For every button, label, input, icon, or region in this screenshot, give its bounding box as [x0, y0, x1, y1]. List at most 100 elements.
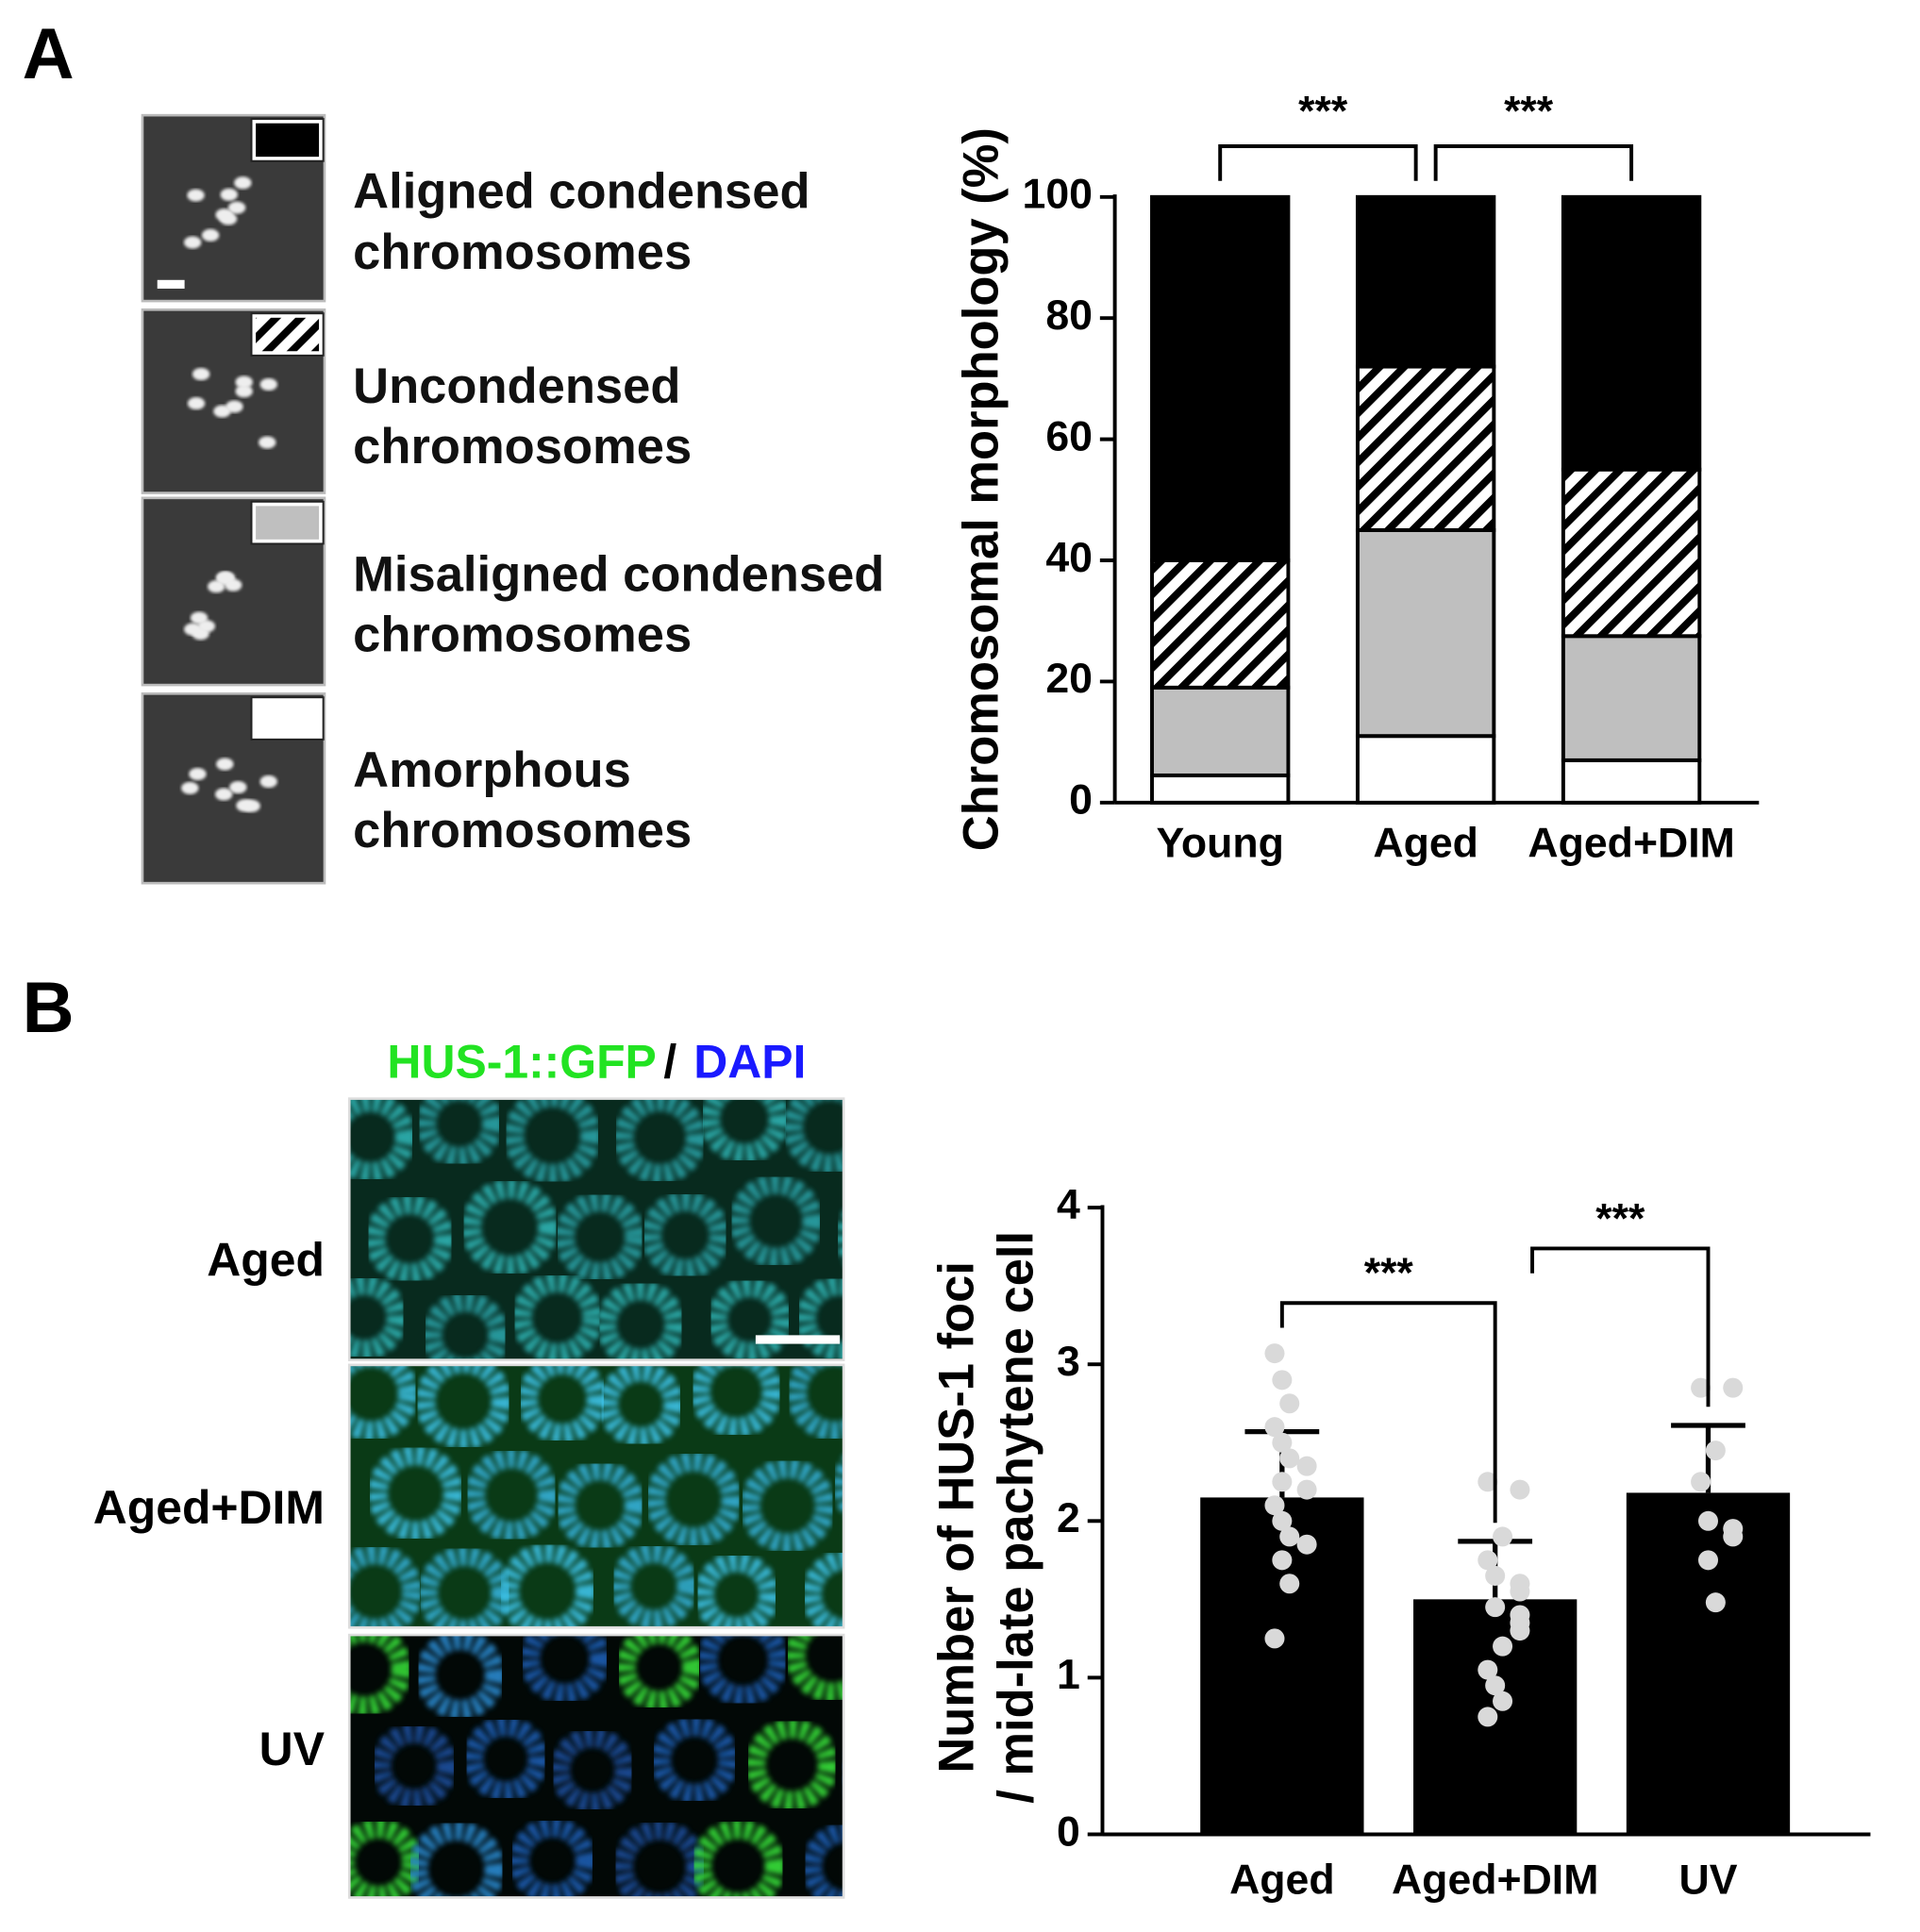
nucleus [729, 1174, 823, 1268]
y-axis-label: / mid-late pachytene cell [988, 1231, 1043, 1804]
nucleus [499, 1542, 596, 1628]
bar-segment [1561, 758, 1702, 805]
legend-swatch-border [250, 696, 325, 741]
data-point [1478, 1707, 1498, 1727]
image-label: Aged [207, 1233, 325, 1286]
y-tick-label: 1 [1057, 1652, 1080, 1698]
significance-bracket [1530, 1246, 1711, 1407]
chromosome [236, 799, 254, 812]
nucleus [785, 1635, 844, 1703]
nucleus [416, 1098, 503, 1167]
nucleus [832, 1456, 844, 1516]
nucleus [650, 1716, 739, 1804]
data-point [1485, 1675, 1506, 1696]
data-point [1264, 1343, 1285, 1364]
bar-segment [1561, 634, 1702, 762]
y-tick-label: 80 [1045, 292, 1093, 339]
nucleus [596, 1280, 685, 1360]
data-point [1485, 1565, 1506, 1586]
y-axis-label: Number of HUS-1 foci [928, 1261, 984, 1774]
nucleus [415, 1635, 505, 1720]
bar-segment [1150, 558, 1291, 690]
bar [1200, 1497, 1364, 1835]
chromosome [192, 367, 210, 381]
nucleus [461, 1178, 559, 1276]
legend-swatch-border [250, 118, 325, 162]
scale-bar [157, 279, 185, 289]
nucleus [367, 1445, 464, 1541]
y-tick-label: 3 [1057, 1339, 1080, 1385]
image-label: UV [259, 1723, 325, 1775]
y-tick-label: 40 [1045, 535, 1093, 581]
data-point [1493, 1690, 1513, 1711]
data-point [1691, 1377, 1711, 1398]
significance-bracket [1218, 144, 1418, 181]
chromosome [208, 580, 225, 593]
nucleus [349, 1098, 415, 1182]
micrograph [349, 1635, 844, 1898]
data-point [1264, 1417, 1285, 1438]
data-point [1272, 1550, 1293, 1571]
significance-bracket [1433, 144, 1634, 181]
bar-segment [1150, 194, 1291, 562]
chromosome [235, 375, 253, 389]
nucleus [415, 1364, 511, 1450]
x-tick-label: Aged+DIM [1392, 1857, 1598, 1903]
bar-segment [1355, 527, 1496, 739]
micrograph [349, 1364, 844, 1628]
chromosome [235, 385, 253, 398]
image-label: Aged+DIM [93, 1481, 325, 1534]
chromosome [215, 788, 233, 801]
nucleus [783, 1098, 844, 1174]
data-point [1279, 1574, 1300, 1594]
chromosome [229, 780, 247, 794]
nucleus [700, 1098, 790, 1164]
bar-segment [1355, 364, 1496, 532]
bar-segment [1150, 685, 1291, 777]
nucleus [598, 1364, 684, 1447]
chromosome [187, 189, 205, 202]
chromosome [184, 623, 202, 636]
legend-swatch [252, 313, 324, 356]
chromosome [197, 620, 216, 633]
nucleus [504, 1098, 601, 1184]
chromosome [220, 188, 238, 201]
panel-label: B [23, 968, 75, 1048]
nucleus [511, 1273, 603, 1360]
nucleus [615, 1635, 703, 1711]
legend-label: Misaligned condensed chromosomes [353, 547, 885, 663]
chromosome [259, 436, 276, 449]
legend-swatch-border [250, 312, 325, 357]
chromosome [183, 236, 202, 249]
data-point [1510, 1479, 1530, 1500]
significance-bracket [1279, 1301, 1497, 1524]
stain-title: / [663, 1035, 676, 1088]
nucleus [422, 1291, 509, 1360]
chromosome [201, 228, 220, 242]
micrograph [141, 308, 326, 494]
nucleus [690, 1364, 782, 1438]
nucleus [555, 1191, 645, 1282]
data-point [1264, 1495, 1285, 1516]
y-tick-label: 2 [1057, 1495, 1080, 1541]
x-tick-label: Aged+DIM [1528, 821, 1734, 867]
nucleus [465, 1448, 559, 1541]
legend-entry: Misaligned condensed chromosomes [353, 547, 885, 663]
data-point [1697, 1510, 1718, 1531]
data-point [1723, 1526, 1744, 1547]
bar-segment [1150, 773, 1291, 805]
nucleus [463, 1716, 548, 1802]
nucleus [408, 1821, 505, 1898]
y-tick-label: 0 [1057, 1808, 1080, 1855]
chromosome [187, 397, 206, 410]
nucleus [520, 1635, 609, 1704]
micrograph [141, 496, 326, 687]
chromosome [259, 377, 277, 391]
data-point [1272, 1432, 1293, 1453]
bar-segment [1355, 194, 1496, 369]
data-point [1705, 1441, 1726, 1461]
data-point [1697, 1550, 1718, 1571]
nucleus [740, 1458, 835, 1554]
legend-label: Amorphous chromosomes [353, 742, 693, 858]
